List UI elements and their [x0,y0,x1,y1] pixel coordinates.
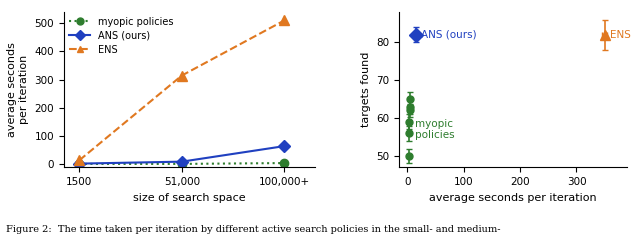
Text: ENS: ENS [611,30,631,40]
Text: myopic
policies: myopic policies [415,119,455,140]
ANS (ours) [280,145,288,147]
myopic policies [178,163,186,165]
ENS [280,19,288,22]
Line: myopic policies: myopic policies [76,159,289,168]
Line: ENS: ENS [74,16,289,165]
ANS (ours) [76,162,83,165]
myopic policies [76,163,83,165]
Text: Figure 2:  The time taken per iteration by different active search policies in t: Figure 2: The time taken per iteration b… [6,225,501,234]
Legend: myopic policies, ANS (ours), ENS: myopic policies, ANS (ours), ENS [69,17,173,54]
ENS [76,159,83,162]
Text: ANS (ours): ANS (ours) [422,30,477,40]
ANS (ours) [178,160,186,163]
Line: ANS (ours): ANS (ours) [76,142,289,168]
X-axis label: size of search space: size of search space [133,193,246,203]
myopic policies [280,162,288,164]
X-axis label: average seconds per iteration: average seconds per iteration [429,193,597,203]
ENS [178,74,186,77]
Y-axis label: targets found: targets found [360,52,371,127]
Y-axis label: average seconds
per iteration: average seconds per iteration [6,42,29,137]
